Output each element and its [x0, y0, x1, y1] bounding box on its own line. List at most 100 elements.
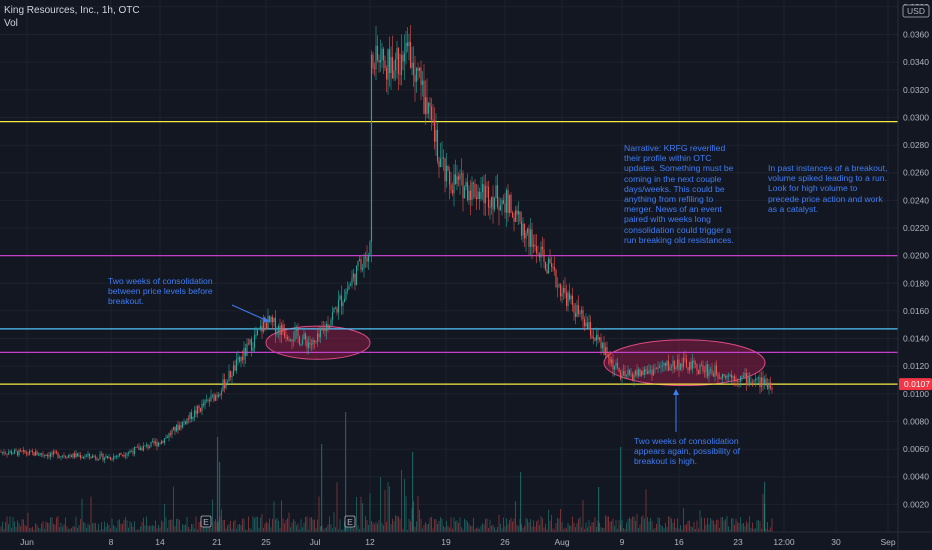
candle-body: [339, 295, 341, 300]
candle-body: [73, 453, 76, 458]
candle-body: [745, 372, 748, 385]
candle-body: [318, 333, 320, 338]
earnings-marker-box: [344, 515, 356, 528]
candle-body: [432, 119, 434, 121]
y-tick-label: 0.0360: [903, 30, 929, 40]
candle-body: [384, 60, 386, 69]
volume-bar: [116, 528, 117, 532]
candle-body: [534, 244, 536, 247]
y-tick-label: 0.0220: [903, 223, 929, 233]
volume-bar: [69, 528, 71, 532]
volume-bar: [669, 516, 671, 532]
volume-bar: [371, 520, 372, 532]
candle-body: [439, 158, 442, 168]
x-tick-label: 26: [500, 537, 510, 547]
volume-bar: [54, 524, 56, 532]
volume-bar: [95, 523, 96, 532]
volume-bar: [192, 524, 194, 532]
candle-body: [48, 454, 50, 457]
y-tick-label: 0.0300: [903, 112, 929, 122]
volume-bar: [564, 527, 566, 532]
candle-body: [699, 364, 701, 375]
volume-bar: [162, 521, 164, 532]
candle-body: [76, 453, 79, 457]
volume-bar: [36, 525, 38, 532]
candle-body: [753, 380, 755, 383]
candle-body: [99, 454, 101, 460]
volume-bar: [11, 527, 12, 532]
volume-bar: [512, 521, 513, 532]
volume-bar: [12, 517, 14, 532]
candle-body: [630, 373, 632, 375]
volume-indicator-label[interactable]: Vol: [4, 18, 18, 29]
volume-bar: [534, 526, 536, 532]
volume-bar: [159, 527, 161, 532]
candle-body: [208, 400, 211, 402]
volume-bar: [87, 523, 89, 532]
volume-bar: [78, 525, 80, 532]
candle-body: [363, 256, 365, 268]
volume-bar: [56, 517, 57, 532]
candle-body: [112, 456, 115, 460]
candle-body: [217, 394, 220, 397]
candle-body: [280, 324, 283, 336]
candle-body: [70, 455, 73, 458]
volume-bar: [39, 528, 41, 532]
candle-body: [250, 339, 253, 351]
volume-bar: [107, 523, 108, 532]
candle-body: [675, 367, 677, 369]
volume-bar: [315, 528, 317, 532]
volume-bar: [639, 524, 641, 532]
candle-body: [292, 339, 295, 342]
volume-bar: [579, 517, 581, 532]
candle-body: [165, 437, 167, 439]
volume-bar: [738, 523, 740, 532]
candle-body: [657, 367, 659, 369]
volume-bar: [455, 521, 456, 532]
volume-bar: [468, 523, 470, 532]
volume-bar: [554, 529, 555, 532]
volume-bar: [407, 529, 408, 532]
candle-body: [690, 361, 692, 369]
candle-body: [303, 333, 305, 340]
candle-body: [544, 261, 547, 270]
volume-spike: [219, 462, 221, 532]
volume-bar: [686, 524, 687, 532]
candle-body: [424, 97, 427, 114]
candle-body: [177, 424, 179, 431]
x-tick-label: 12: [365, 537, 375, 547]
candle-body: [736, 380, 739, 382]
volume-bar: [593, 522, 594, 532]
candle-body: [138, 446, 140, 451]
candle-body: [438, 160, 440, 168]
candle-body: [192, 417, 194, 420]
candle-body: [28, 450, 31, 455]
volume-bar: [623, 527, 624, 532]
last-price-tag: 0.0107: [899, 378, 932, 391]
volume-bar: [255, 516, 257, 532]
candle-body: [237, 357, 239, 360]
candle-body: [559, 284, 562, 297]
candle-body: [66, 457, 68, 458]
candle-body: [447, 165, 449, 171]
volume-bar: [408, 518, 410, 532]
currency-badge[interactable]: USD: [902, 4, 930, 18]
volume-bar: [464, 518, 465, 532]
y-tick-label: 0.0320: [903, 85, 929, 95]
candle-body: [55, 451, 58, 453]
candle-body: [351, 277, 353, 285]
volume-bar: [404, 478, 405, 532]
candle-body: [49, 453, 52, 457]
symbol-title[interactable]: King Resources, Inc., 1h, OTC: [4, 5, 140, 16]
volume-bar: [35, 523, 36, 532]
candle-body: [702, 365, 704, 372]
candle-body: [54, 451, 56, 453]
volume-bar: [98, 523, 99, 532]
volume-bar: [690, 526, 692, 532]
volume-bar: [470, 525, 471, 532]
volume-bar: [228, 524, 230, 532]
candle-body: [139, 447, 142, 451]
candle-body: [718, 377, 721, 379]
volume-bar: [215, 519, 216, 532]
